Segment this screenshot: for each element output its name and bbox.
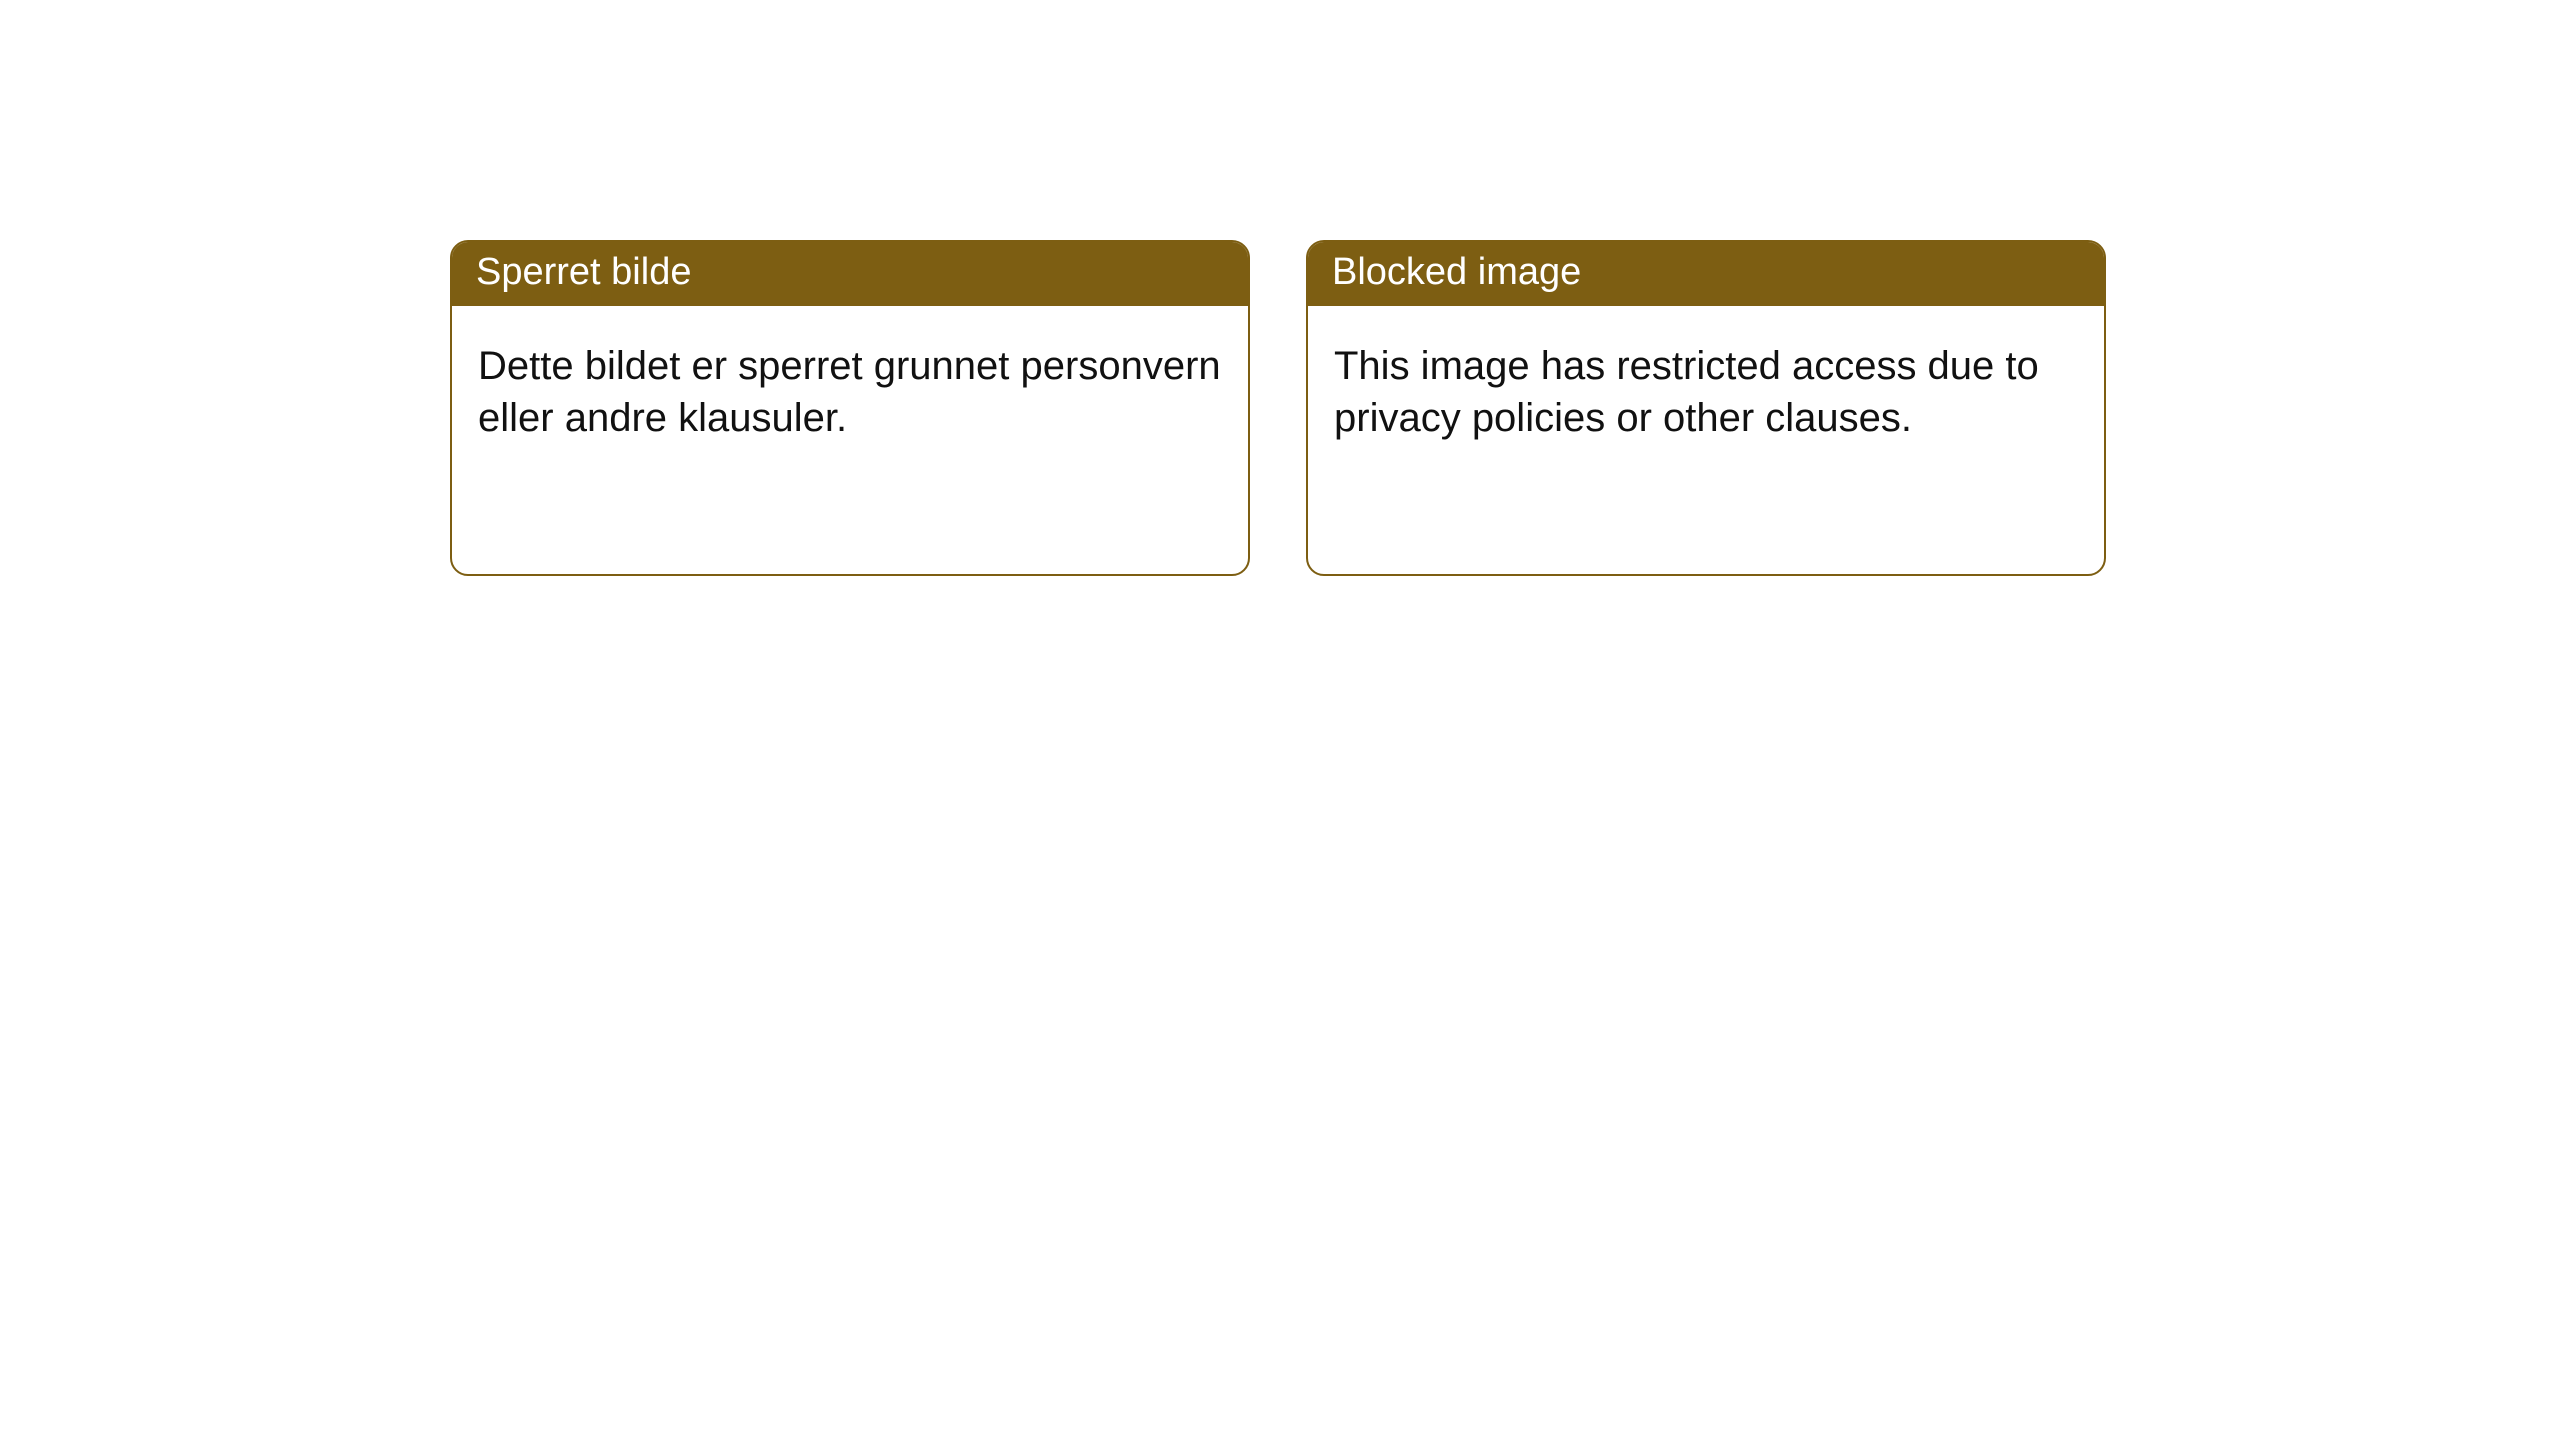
notice-title-english: Blocked image [1308,242,2104,306]
notice-title-norwegian: Sperret bilde [452,242,1248,306]
notice-container: Sperret bilde Dette bildet er sperret gr… [0,0,2560,576]
notice-body-norwegian: Dette bildet er sperret grunnet personve… [452,306,1248,478]
notice-card-english: Blocked image This image has restricted … [1306,240,2106,576]
notice-card-norwegian: Sperret bilde Dette bildet er sperret gr… [450,240,1250,576]
notice-body-english: This image has restricted access due to … [1308,306,2104,478]
